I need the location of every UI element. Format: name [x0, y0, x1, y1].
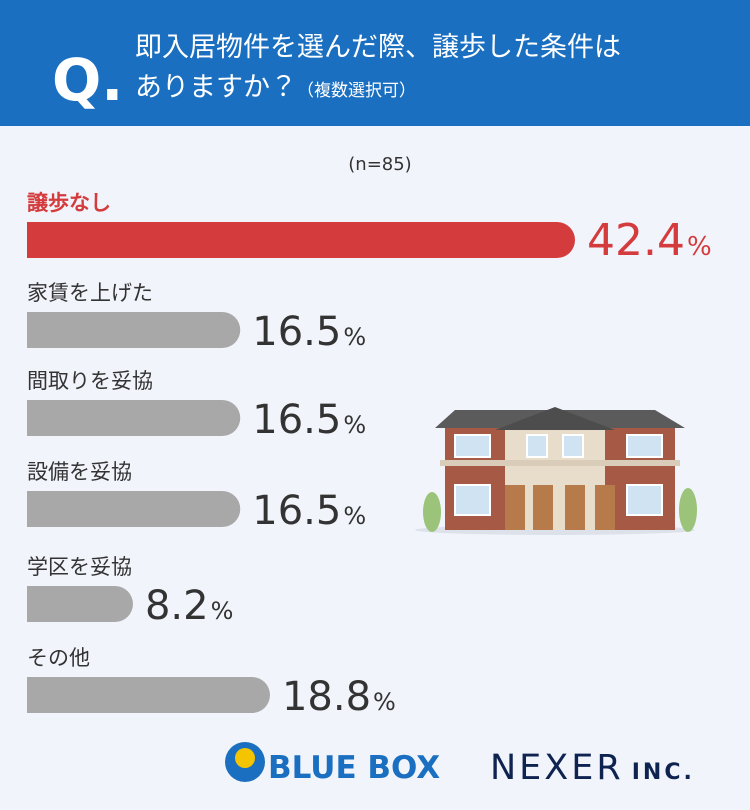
category-label: 間取りを妥協: [27, 369, 153, 393]
category-label: 学区を妥協: [27, 555, 132, 579]
brand-suffix: INC.: [632, 760, 695, 785]
question-note: （複数選択可）: [297, 81, 416, 101]
value-unit: %: [687, 232, 712, 262]
bar: [27, 586, 133, 622]
question-line: ありますか？: [135, 72, 297, 103]
brand-name: NEXER: [490, 748, 624, 788]
value-unit: %: [373, 688, 396, 716]
category-label: その他: [27, 646, 90, 670]
bar: [27, 491, 241, 527]
value-label: 42.4%: [587, 215, 712, 266]
value-number: 16.5: [252, 397, 341, 443]
q-mark: Q.: [52, 46, 123, 114]
brand-logo: NEXER INC.: [490, 748, 695, 788]
category-label: 設備を妥協: [27, 460, 132, 484]
value-number: 16.5: [252, 309, 341, 355]
question: ありますか？（複数選択可）: [135, 72, 416, 103]
value-label: 16.5%: [252, 397, 366, 443]
house-illustration: [415, 407, 697, 535]
value-label: 16.5%: [252, 309, 366, 355]
sample-size: (n=85): [348, 154, 411, 175]
value-label: 18.8%: [282, 674, 396, 720]
bar: [27, 400, 241, 436]
value-unit: %: [211, 597, 234, 625]
question: 即入居物件を選んだ際、譲歩した条件は: [135, 32, 621, 63]
header-band: [0, 0, 750, 126]
logo-mascot: [235, 748, 255, 768]
category-label: 譲歩なし: [27, 191, 111, 215]
value-number: 16.5: [252, 488, 341, 534]
bar: [27, 222, 575, 258]
value-label: 8.2%: [145, 583, 233, 629]
value-unit: %: [343, 502, 366, 530]
category-label: 家賃を上げた: [27, 281, 153, 305]
value-unit: %: [343, 323, 366, 351]
value-number: 42.4: [587, 215, 685, 266]
value-unit: %: [343, 411, 366, 439]
value-label: 16.5%: [252, 488, 366, 534]
bar: [27, 312, 241, 348]
bar: [27, 677, 270, 713]
value-number: 8.2: [145, 583, 209, 629]
value-number: 18.8: [282, 674, 371, 720]
brand-logo: BLUE BOX: [268, 750, 440, 786]
